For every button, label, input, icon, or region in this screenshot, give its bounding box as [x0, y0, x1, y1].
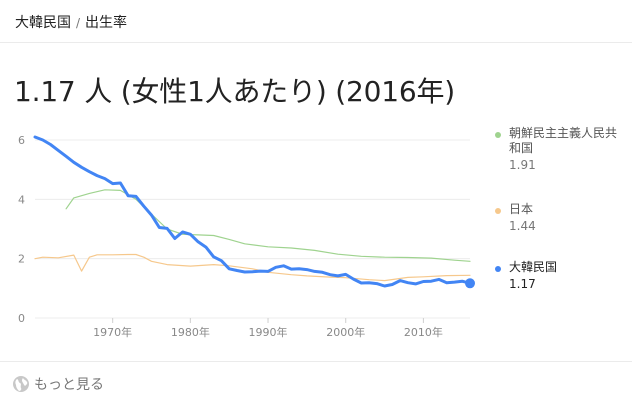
bottom-divider	[0, 361, 632, 362]
legend-swatch	[495, 132, 501, 138]
x-tick-label: 2000年	[326, 325, 365, 339]
legend-item[interactable]: 日本 1.44	[495, 202, 625, 234]
globe-icon	[13, 376, 29, 392]
breadcrumb-country-link[interactable]: 大韓民国	[15, 15, 71, 31]
more-link-label: もっと見る	[34, 377, 104, 393]
series-line	[34, 253, 471, 282]
legend-series-value: 1.17	[509, 277, 536, 291]
y-tick-label: 6	[18, 134, 25, 147]
breadcrumb-separator: /	[76, 16, 81, 30]
breadcrumb-metric-link[interactable]: 出生率	[85, 15, 128, 31]
more-link[interactable]: もっと見る	[12, 374, 104, 396]
legend-series-name: 大韓民国	[509, 260, 558, 274]
legend-series-name: 日本	[509, 202, 534, 216]
legend-series-value: 1.44	[509, 219, 536, 233]
headline-value: 1.17 人 (女性1人あたり) (2016年)	[14, 75, 456, 108]
y-tick-label: 2	[18, 253, 25, 266]
legend-series-value: 1.91	[509, 158, 536, 172]
x-tick-label: 2010年	[404, 325, 443, 339]
series-end-point	[465, 278, 475, 289]
x-tick-label: 1980年	[171, 325, 210, 339]
legend-swatch	[495, 266, 501, 272]
breadcrumb: 大韓民国 / 出生率	[15, 12, 127, 32]
fertility-line-chart[interactable]: 0 2 4 6 1970年 1980年 1990年 2000年 2010年	[0, 120, 480, 345]
legend-item[interactable]: 大韓民国 1.17	[495, 260, 625, 292]
y-tick-label: 0	[18, 312, 25, 325]
x-tick-label: 1990年	[249, 325, 288, 339]
legend-series-name: 朝鮮民主主義人民共和国	[509, 126, 618, 155]
series-line	[33, 135, 472, 288]
x-tick-label: 1970年	[93, 325, 132, 339]
series-line	[65, 189, 471, 262]
top-divider	[0, 42, 632, 43]
legend-item[interactable]: 朝鮮民主主義人民共和国 1.91	[495, 126, 625, 173]
legend-swatch	[495, 208, 501, 214]
y-tick-label: 4	[18, 193, 25, 206]
